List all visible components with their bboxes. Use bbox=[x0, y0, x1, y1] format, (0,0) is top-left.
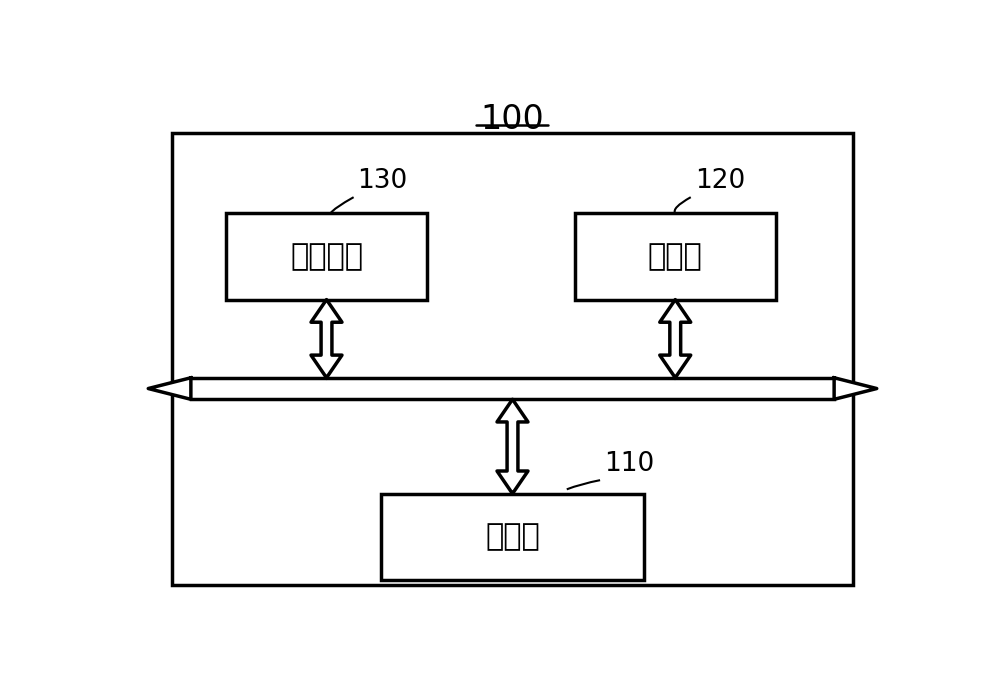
Bar bbox=[172, 132, 853, 585]
Text: 120: 120 bbox=[695, 169, 745, 195]
Text: 通信模块: 通信模块 bbox=[290, 242, 363, 271]
Text: 处理器: 处理器 bbox=[648, 242, 703, 271]
Polygon shape bbox=[311, 300, 342, 378]
Bar bbox=[226, 214, 427, 300]
Text: 130: 130 bbox=[358, 169, 408, 195]
Bar bbox=[574, 214, 776, 300]
Text: 110: 110 bbox=[604, 452, 654, 477]
Text: 存储器: 存储器 bbox=[485, 522, 540, 552]
Text: 100: 100 bbox=[481, 103, 544, 136]
Polygon shape bbox=[834, 378, 877, 399]
Polygon shape bbox=[660, 300, 691, 378]
Polygon shape bbox=[148, 378, 191, 399]
Polygon shape bbox=[191, 378, 834, 399]
Bar bbox=[381, 494, 644, 580]
Polygon shape bbox=[497, 399, 528, 493]
